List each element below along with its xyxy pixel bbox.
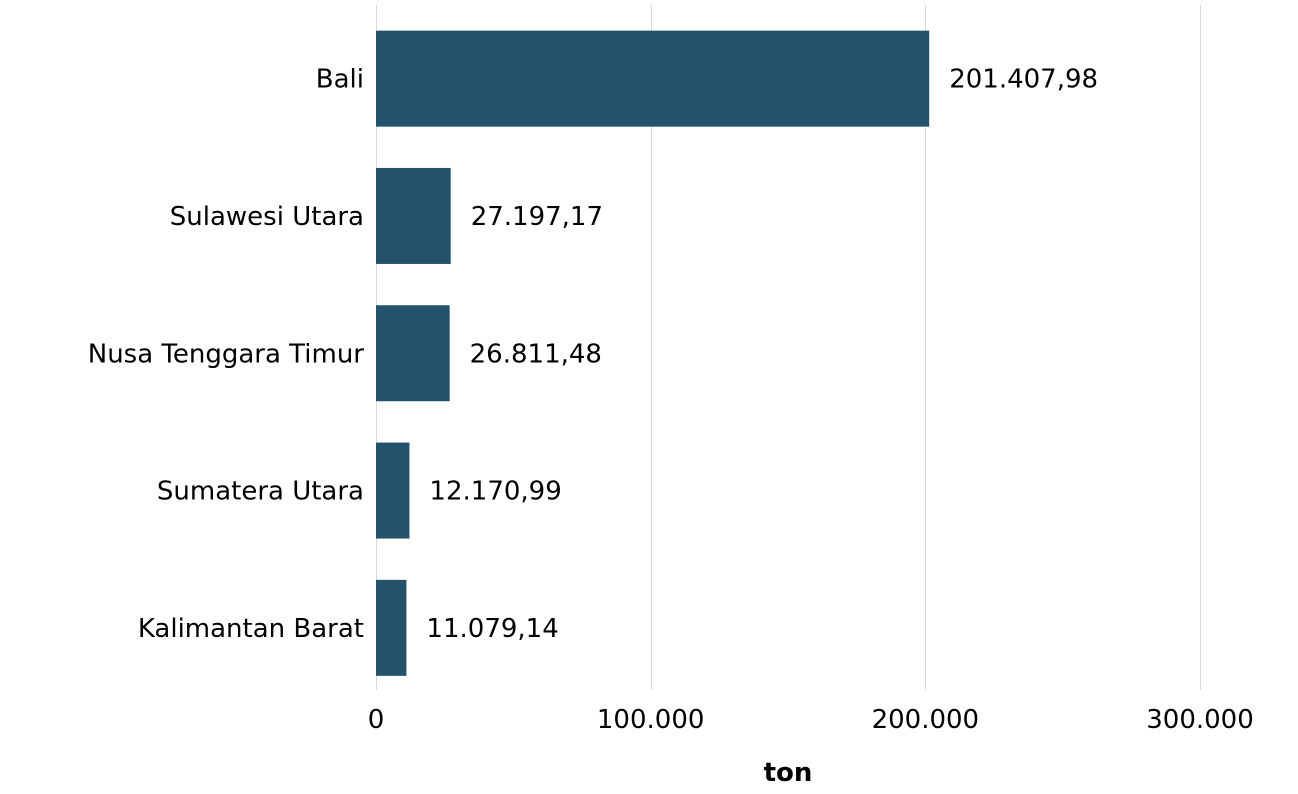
category-label: Bali bbox=[316, 65, 364, 95]
x-tick-label: 0 bbox=[368, 705, 385, 735]
data-label: 26.811,48 bbox=[470, 339, 602, 369]
bar bbox=[376, 305, 450, 402]
bars bbox=[376, 30, 930, 676]
data-label: 27.197,17 bbox=[471, 202, 603, 232]
data-label: 11.079,14 bbox=[426, 614, 558, 644]
category-label: Sulawesi Utara bbox=[170, 202, 364, 232]
category-labels: Bali Sulawesi Utara Nusa Tenggara Timur Sum… bbox=[88, 65, 365, 644]
bar bbox=[376, 579, 407, 676]
category-label: Nusa Tenggara Timur bbox=[88, 339, 365, 369]
x-tick-label: 200.000 bbox=[872, 705, 980, 735]
bar bbox=[376, 442, 410, 539]
category-label: Kalimantan Barat bbox=[138, 614, 364, 644]
category-label: Sumatera Utara bbox=[157, 477, 364, 507]
bar bbox=[376, 30, 930, 127]
value-labels: 201.407,98 27.197,17 26.811,48 12.170,99 11.… bbox=[426, 65, 1098, 644]
x-axis-ticks: 0 100.000 200.000 300.000 bbox=[368, 705, 1254, 735]
x-tick-label: 100.000 bbox=[597, 705, 705, 735]
x-axis-title: ton bbox=[764, 758, 813, 788]
x-tick-label: 300.000 bbox=[1146, 705, 1254, 735]
data-label: 201.407,98 bbox=[949, 65, 1098, 95]
bar bbox=[376, 167, 451, 264]
data-label: 12.170,99 bbox=[429, 477, 561, 507]
